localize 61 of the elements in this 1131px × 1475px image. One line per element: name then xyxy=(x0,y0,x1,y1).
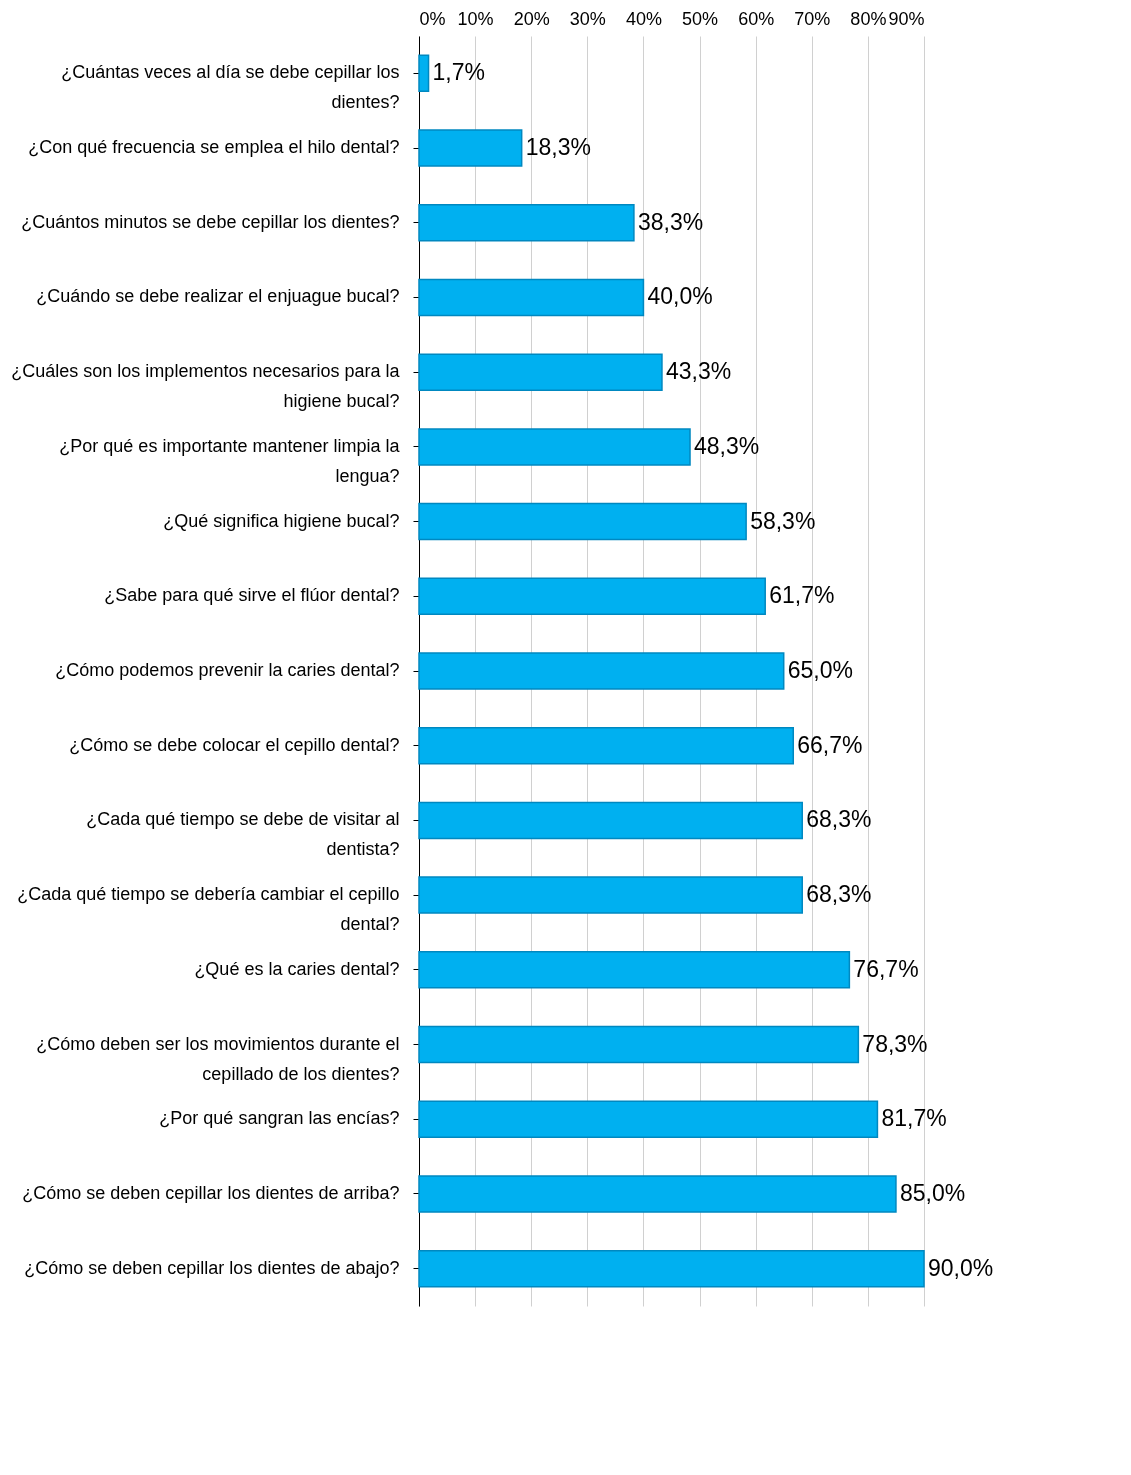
y-tick-label: ¿Cómo deben ser los movimientos durante el cepillado de los dientes? xyxy=(36,1033,400,1084)
y-tick-label: ¿Cómo se deben cepillar los dientes de abajo? xyxy=(24,1257,400,1278)
x-tick-label: 10% xyxy=(457,8,494,29)
data-label: 58,3% xyxy=(750,507,816,534)
x-tick-label: 40% xyxy=(625,8,662,29)
bar xyxy=(418,577,766,616)
data-label: 76,7% xyxy=(853,955,919,982)
data-label: 38,3% xyxy=(637,208,704,235)
y-tick-label: ¿Por qué sangran las encías? xyxy=(159,1108,400,1129)
x-tick-label: 50% xyxy=(682,8,719,29)
data-label: 81,7% xyxy=(881,1105,947,1132)
data-label: 40,0% xyxy=(647,283,713,310)
x-tick-label: 70% xyxy=(794,8,831,29)
bar xyxy=(418,428,691,466)
y-tick-label: ¿Cuántas veces al día se debe cepillar los dientes? xyxy=(61,62,400,113)
bar xyxy=(418,726,795,765)
x-tick-label: 20% xyxy=(513,8,550,29)
bar xyxy=(418,129,523,167)
data-label: 66,7% xyxy=(797,731,863,758)
data-label: 85,0% xyxy=(899,1179,966,1206)
data-label: 65,0% xyxy=(787,657,853,683)
data-label: 68,3% xyxy=(806,806,872,833)
data-label: 43,3% xyxy=(665,358,732,385)
bar xyxy=(418,801,803,840)
data-label: 1,7% xyxy=(432,59,485,86)
data-label: 78,3% xyxy=(862,1030,928,1057)
bar xyxy=(418,1249,925,1288)
x-tick-label: 30% xyxy=(569,8,606,29)
y-tick-label: ¿Cuáles son los implementos necesarios para la higiene bucal? xyxy=(11,361,401,412)
y-tick-label: ¿Qué es la caries dental? xyxy=(194,958,400,979)
y-tick-label: ¿Cada qué tiempo se debe de visitar al dentista? xyxy=(86,809,400,860)
data-label: 61,7% xyxy=(769,582,835,609)
x-tick-label: 60% xyxy=(738,8,775,29)
y-tick-label: ¿Cómo se debe colocar el cepillo dental? xyxy=(69,734,400,755)
bar xyxy=(418,1100,879,1138)
data-label: 18,3% xyxy=(525,134,591,161)
bar xyxy=(418,1025,860,1064)
y-tick-label: ¿Cuántos minutos se debe cepillar los dientes? xyxy=(21,211,400,232)
data-label: 68,3% xyxy=(806,881,872,908)
bar xyxy=(418,951,851,989)
x-tick-label: 80% xyxy=(850,8,887,29)
bar xyxy=(418,1175,897,1213)
bar xyxy=(418,502,747,541)
y-tick-label: ¿Sabe para qué sirve el flúor dental? xyxy=(104,585,400,606)
y-tick-label: ¿Cuándo se debe realizar el enjuague bucal? xyxy=(36,286,400,307)
data-label: 90,0% xyxy=(928,1254,994,1281)
y-tick-label: ¿Por qué es importante mantener limpia la lengua? xyxy=(59,435,401,486)
bar xyxy=(418,278,645,317)
bar xyxy=(418,204,635,242)
bar xyxy=(418,353,663,391)
y-tick-label: ¿Cada qué tiempo se debería cambiar el cepillo dental? xyxy=(17,884,400,935)
x-tick-label: 90% xyxy=(888,8,925,29)
x-tick-label: 0% xyxy=(419,8,446,29)
y-tick-label: ¿Cómo se deben cepillar los dientes de arriba? xyxy=(22,1182,400,1203)
y-tick-label: ¿Con qué frecuencia se emplea el hilo dental? xyxy=(28,137,400,158)
bar xyxy=(418,876,803,914)
y-tick-label: ¿Qué significa higiene bucal? xyxy=(163,510,400,531)
bar xyxy=(418,54,430,93)
bar xyxy=(418,652,785,690)
data-label: 48,3% xyxy=(694,432,760,459)
y-tick-label: ¿Cómo podemos prevenir la caries dental? xyxy=(55,660,400,680)
